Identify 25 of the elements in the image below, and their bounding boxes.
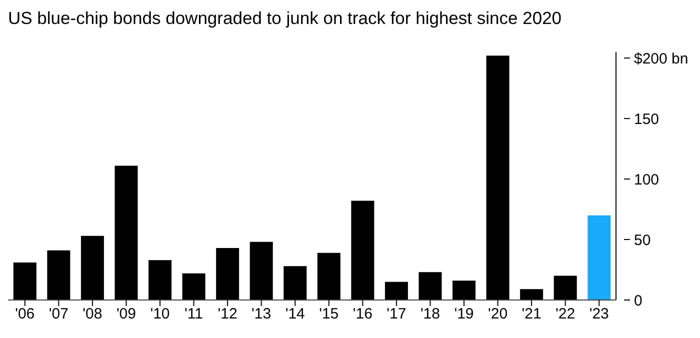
x-tick-label: '22: [556, 306, 576, 323]
x-tick-label: '21: [522, 306, 542, 323]
x-tick-label: '16: [352, 306, 372, 323]
x-tick-label: '06: [15, 306, 35, 323]
x-tick-label: '14: [285, 306, 305, 323]
bar: [588, 215, 611, 300]
x-tick-label: '18: [420, 306, 440, 323]
x-tick-label: '12: [218, 306, 238, 323]
y-tick-label: 100: [634, 171, 660, 188]
x-tick-label: '17: [386, 306, 406, 323]
y-tick-label: 150: [634, 110, 660, 128]
x-tick-label: '11: [184, 306, 203, 323]
x-tick-label: '10: [150, 306, 170, 323]
x-tick-label: '20: [488, 306, 508, 323]
y-tick-label: 50: [634, 232, 651, 249]
y-tick-label: 0: [634, 292, 642, 310]
x-tick-label: '13: [252, 306, 272, 323]
x-tick-label: '07: [48, 306, 68, 323]
x-tick-label: '08: [82, 306, 102, 323]
x-tick-label: '15: [319, 306, 339, 323]
x-tick-label: '23: [589, 306, 609, 323]
x-tick-label: '19: [454, 306, 474, 323]
x-tick-label: '09: [116, 306, 136, 323]
chart-title: US blue-chip bonds downgraded to junk on track for highest since 2020: [8, 8, 563, 30]
y-tick-label: $200 bn: [634, 50, 688, 68]
